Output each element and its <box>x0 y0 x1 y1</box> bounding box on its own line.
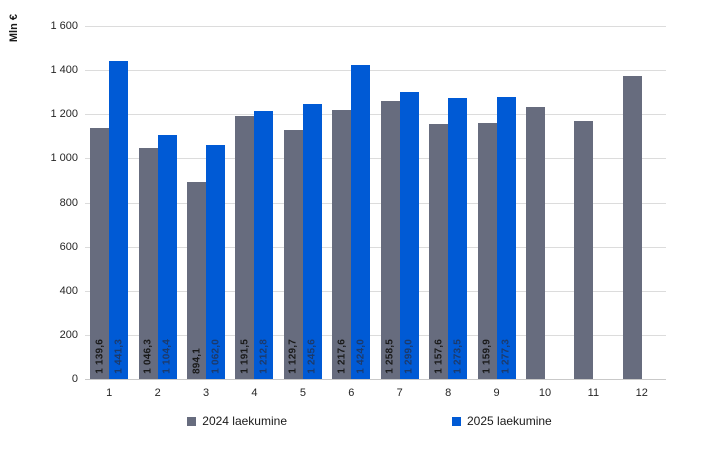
bar-2024-month-1[interactable]: 1 139,6 <box>90 127 110 379</box>
bar-data-label: 1 139,6 <box>94 339 106 374</box>
bar-data-label: 1 277,3 <box>500 339 512 374</box>
bar-2024-month-10[interactable] <box>525 107 545 379</box>
bar-2025-month-4[interactable]: 1 212,8 <box>254 111 274 379</box>
y-axis-tick-label: 800 <box>59 196 78 209</box>
gridline <box>85 70 666 72</box>
bar-2024-month-5[interactable]: 1 129,7 <box>283 129 303 379</box>
bar-data-label: 1 273,5 <box>452 339 464 374</box>
bar-data-label: 1 245,6 <box>306 339 318 374</box>
legend-item-2024[interactable]: 2024 laekumine <box>187 414 287 428</box>
y-axis-tick-label: 600 <box>59 240 78 253</box>
gridline <box>85 158 666 160</box>
bar-data-label: 1 424,0 <box>355 339 367 374</box>
x-axis-tick-label: 9 <box>493 387 500 399</box>
y-axis-tick-label: 200 <box>59 328 78 341</box>
x-axis-tick-label: 11 <box>587 387 600 399</box>
bar-2024-month-9[interactable]: 1 159,9 <box>477 123 497 379</box>
bar-data-label: 894,1 <box>191 347 203 374</box>
x-axis-tick-label: 8 <box>445 387 452 399</box>
bar-data-label: 1 441,3 <box>113 339 125 374</box>
bar-data-label: 1 104,4 <box>161 339 173 374</box>
bar-data-label: 1 129,7 <box>287 339 299 374</box>
gridline <box>85 202 666 204</box>
legend-label-2024: 2024 laekumine <box>202 414 287 428</box>
bar-2025-month-7[interactable]: 1 299,0 <box>399 92 419 379</box>
bar-data-label: 1 299,0 <box>403 339 415 374</box>
bar-data-label: 1 212,8 <box>258 339 270 374</box>
bar-2025-month-9[interactable]: 1 277,3 <box>496 97 516 379</box>
y-axis-tick-label: 1 600 <box>50 20 78 32</box>
plot-area: 1 139,6 1 441,3 1 046,3 1 104,4 894,1 1 062,0… <box>85 26 666 380</box>
bar-data-label: 1 062,0 <box>210 339 222 374</box>
bar-data-label: 1 217,6 <box>336 339 348 374</box>
bar-2024-month-3[interactable]: 894,1 <box>187 181 207 379</box>
bar-data-label: 1 258,5 <box>384 339 396 374</box>
x-axis-tick-label: 6 <box>348 387 355 399</box>
x-axis-tick-label: 4 <box>251 387 258 399</box>
x-axis-tick-label: 1 <box>106 387 113 399</box>
bar-2024-month-6[interactable]: 1 217,6 <box>332 110 352 379</box>
y-axis-tick-label: 0 <box>71 373 78 385</box>
y-axis-tick-label: 1 200 <box>50 108 78 121</box>
y-axis-tick-label: 1 400 <box>50 64 78 77</box>
gridline <box>85 26 666 27</box>
x-axis-line <box>85 379 666 380</box>
y-axis-tick-label: 400 <box>59 284 78 297</box>
bar-data-label: 1 159,9 <box>481 339 493 374</box>
gridline <box>85 334 666 336</box>
bar-data-label: 1 157,6 <box>433 339 445 374</box>
bar-data-label: 1 046,3 <box>142 339 154 374</box>
x-axis-tick-label: 2 <box>154 387 161 399</box>
gridline <box>85 246 666 248</box>
bar-2024-month-4[interactable]: 1 191,5 <box>235 116 255 379</box>
x-axis-tick-label: 12 <box>635 387 648 399</box>
gridline <box>85 290 666 292</box>
bar-2024-month-8[interactable]: 1 157,6 <box>429 123 449 379</box>
y-axis-tick-label: 1 000 <box>50 152 78 165</box>
legend-item-2025[interactable]: 2025 laekumine <box>452 414 552 428</box>
bar-2025-month-3[interactable]: 1 062,0 <box>206 144 226 379</box>
legend-label-2025: 2025 laekumine <box>467 414 552 428</box>
gridline <box>85 114 666 116</box>
x-axis-tick-label: 7 <box>396 387 403 399</box>
bar-2024-month-11[interactable] <box>574 121 594 379</box>
bar-data-label: 1 191,5 <box>239 339 251 374</box>
bar-2025-month-6[interactable]: 1 424,0 <box>351 64 371 379</box>
x-axis-tick-label: 10 <box>538 387 552 399</box>
legend: 2024 laekumine 2025 laekumine <box>19 414 701 428</box>
legend-swatch-2024 <box>187 416 197 426</box>
bar-2025-month-5[interactable]: 1 245,6 <box>302 104 322 379</box>
x-axis-tick-label: 5 <box>299 387 306 399</box>
bar-2025-month-8[interactable]: 1 273,5 <box>448 98 468 379</box>
bar-2024-month-12[interactable] <box>622 76 642 379</box>
bar-2024-month-2[interactable]: 1 046,3 <box>138 148 158 379</box>
x-axis-tick-label: 3 <box>202 387 210 399</box>
bar-2025-month-2[interactable]: 1 104,4 <box>157 135 177 379</box>
bar-2025-month-1[interactable]: 1 441,3 <box>109 61 129 379</box>
bar-2024-month-7[interactable]: 1 258,5 <box>380 101 400 379</box>
legend-swatch-2025 <box>452 416 461 426</box>
